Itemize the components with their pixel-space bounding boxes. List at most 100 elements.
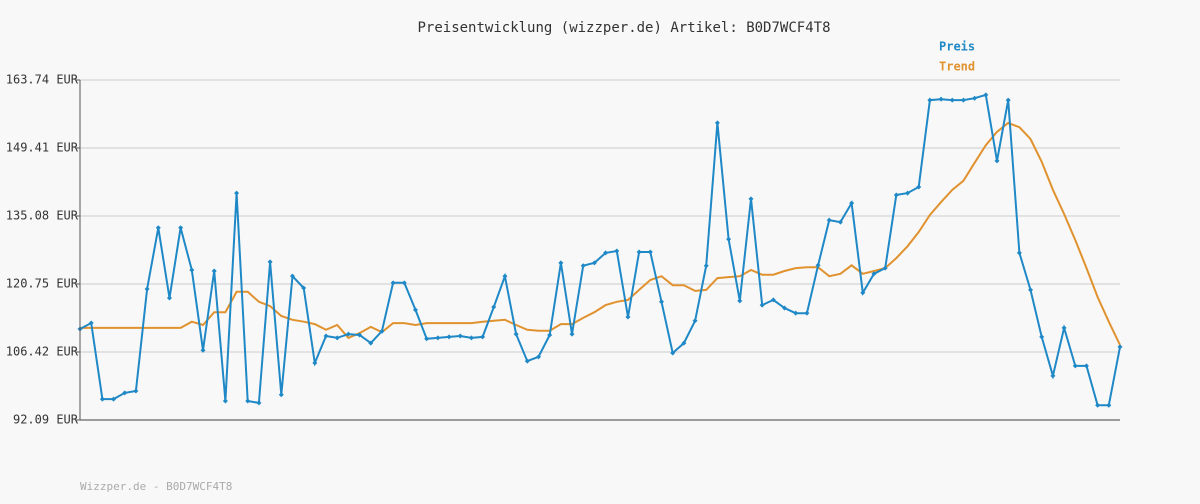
data-point [446,334,452,340]
data-point [99,396,105,402]
legend-label: Trend [939,60,975,74]
data-point [468,335,474,341]
data-point [211,268,217,274]
series-line [80,121,1121,346]
data-point [155,225,161,231]
data-point [703,263,709,269]
data-point [1039,334,1045,340]
data-point [580,263,586,269]
data-point [603,250,609,256]
data-point [278,392,284,398]
data-point [345,331,351,337]
y-tick-label: 135.08 EUR [6,209,79,223]
plot [77,92,1123,408]
data-point [636,249,642,255]
data-point [714,120,720,126]
data-point [200,347,206,353]
data-point [390,280,396,286]
data-point [726,236,732,242]
data-point [916,184,922,190]
data-point [804,310,810,316]
data-point [301,285,307,291]
data-point [245,398,251,404]
y-tick-label: 92.09 EUR [13,413,79,427]
y-tick-label: 106.42 EUR [6,345,79,359]
data-point [670,350,676,356]
data-point [849,200,855,206]
data-point [737,298,743,304]
data-point [535,354,541,360]
data-point [1050,373,1056,379]
data-point [189,267,195,273]
data-point [524,358,530,364]
data-point [681,340,687,346]
data-point [893,192,899,198]
data-point [424,336,430,342]
data-point [1061,325,1067,331]
data-point [234,190,240,196]
data-point [1072,363,1078,369]
data-point [692,318,698,324]
data-point [334,335,340,341]
data-point [569,331,575,337]
data-point [88,320,94,326]
data-point [983,92,989,98]
data-point [759,302,765,308]
data-point [144,286,150,292]
data-point [289,273,295,279]
data-point [882,265,888,271]
data-point [133,388,139,394]
legend-label: Preis [939,40,975,54]
data-point [401,280,407,286]
data-point [412,307,418,313]
data-point [1016,250,1022,256]
y-tick-label: 149.41 EUR [6,141,79,155]
data-point [312,360,318,366]
chart-title: Preisentwicklung (wizzper.de) Artikel: B… [417,20,830,36]
data-point [614,248,620,254]
data-point [558,260,564,266]
data-point [357,332,363,338]
data-point [871,271,877,277]
data-point [1083,363,1089,369]
data-point [782,305,788,311]
data-point [267,259,273,265]
data-point [860,290,866,296]
data-point [960,97,966,103]
y-tick-label: 120.75 EUR [6,277,79,291]
data-point [905,190,911,196]
data-point [647,249,653,255]
data-point [1028,287,1034,293]
data-point [368,340,374,346]
data-point [927,97,933,103]
data-point [513,331,519,337]
series-line [79,93,1121,407]
data-point [178,225,184,231]
data-point [491,304,497,310]
data-point [1106,402,1112,408]
data-point [435,335,441,341]
data-point [111,396,117,402]
data-point [793,310,799,316]
data-point [1005,97,1011,103]
data-point [748,196,754,202]
data-point [323,333,329,339]
data-point [457,333,463,339]
data-point [166,295,172,301]
data-point [1117,344,1123,350]
data-point [591,260,597,266]
data-point [826,217,832,223]
data-point [1095,402,1101,408]
data-point [949,97,955,103]
data-point [837,219,843,225]
data-point [547,332,553,338]
data-point [379,328,385,334]
data-point [122,390,128,396]
data-point [770,297,776,303]
data-point [994,158,1000,164]
data-point [502,273,508,279]
data-point [625,314,631,320]
data-point [938,96,944,102]
data-point [659,299,665,305]
